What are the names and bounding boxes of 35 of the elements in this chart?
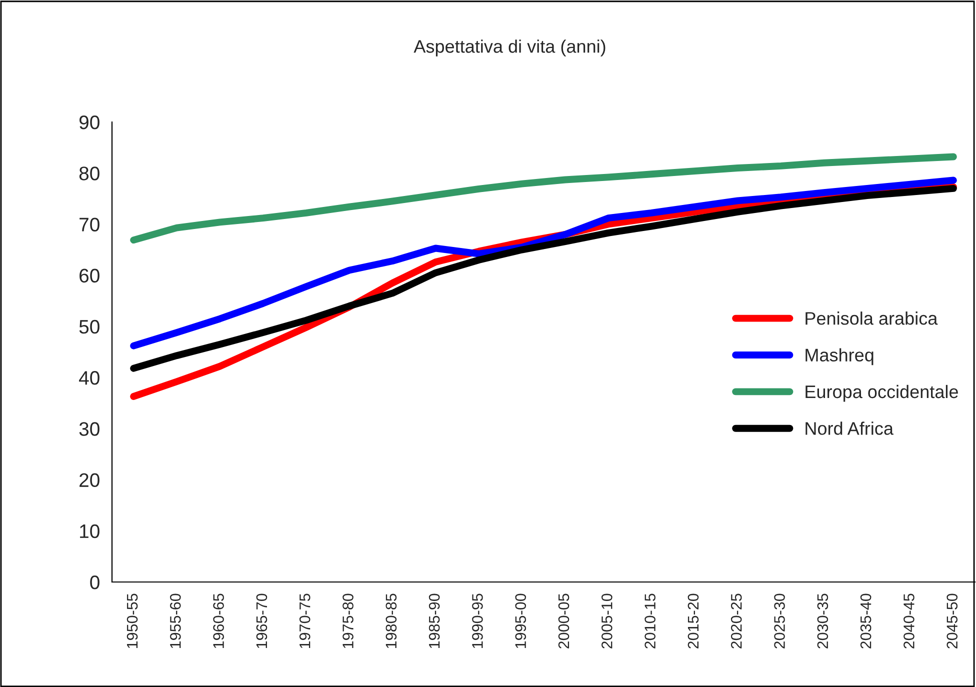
legend-label: Penisola arabica [806,312,938,325]
x-tick-label: 1975-80 [342,594,354,648]
legend-label: Europa occidentale [806,384,958,402]
x-tick-label: 1960-65 [213,594,224,648]
x-tick-label: 2015-20 [688,594,699,648]
chart-title: Aspettativa di vita (anni) [414,40,606,56]
x-tick-label: 2030-35 [817,594,828,648]
x-tick-label: 1950-55 [126,594,138,648]
x-tick-label: 2040-45 [904,594,914,648]
x-tick-label: 2020-25 [730,594,742,648]
x-tick-label: 2000-05 [558,594,570,648]
y-tick-label: 50 [79,320,100,334]
x-tick-label: 2035-40 [860,594,872,648]
x-tick-label: 1965-70 [256,594,268,648]
x-tick-label: 2025-30 [774,594,785,648]
x-tick-label: 1995-00 [515,594,526,648]
y-tick-label: 0 [90,575,100,590]
legend-label: Nord Africa [806,422,894,435]
legend-label: Mashreq [806,348,874,366]
y-tick-label: 30 [79,422,100,436]
y-tick-label: 60 [80,268,100,283]
x-tick-label: 2045-50 [946,594,958,648]
x-tick-label: 1990-95 [472,594,483,648]
x-tick-label: 2010-15 [644,594,656,648]
x-tick-label: 1955-60 [170,594,181,648]
y-tick-label: 20 [80,473,100,488]
x-tick-label: 1970-75 [299,594,310,648]
y-tick-label: 70 [80,218,100,232]
y-tick-label: 80 [79,166,100,180]
y-tick-label: 40 [79,371,100,385]
y-tick-label: 10 [80,524,100,538]
x-tick-label: 1980-85 [386,594,397,648]
x-tick-label: 1985-90 [428,594,440,648]
y-tick-label: 90 [79,115,100,130]
x-tick-label: 2005-10 [602,594,612,648]
